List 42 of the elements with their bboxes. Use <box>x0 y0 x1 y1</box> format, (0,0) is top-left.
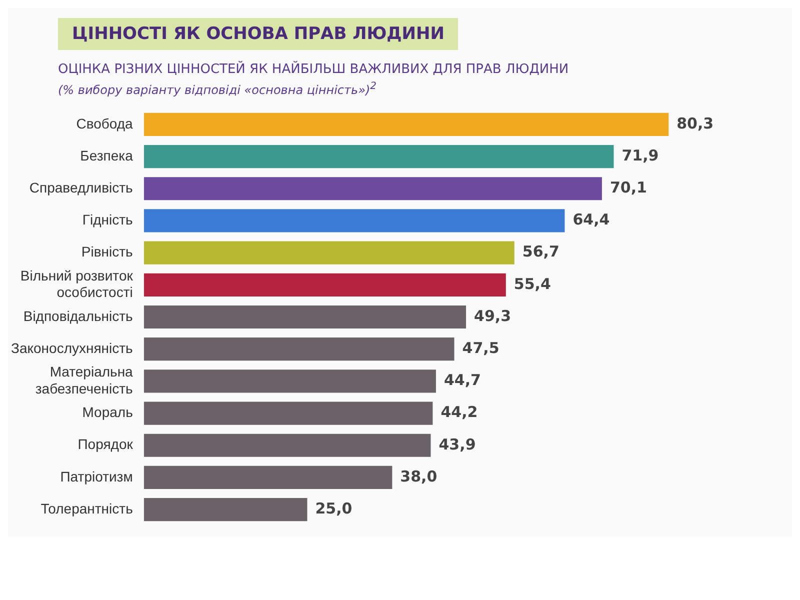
y-tick-label: Матеріальна забезпеченість <box>35 364 134 396</box>
text: (% вибору варіанту відповіді «основна цінність»)$^{2}$ <box>58 81 378 97</box>
y-tick-label: Рівність <box>81 244 133 260</box>
data-label: 64,4 <box>572 210 610 229</box>
bar <box>144 466 392 490</box>
chart-title: ЦІННОСТІ ЯК ОСНОВА ПРАВ ЛЮДИНИ <box>58 18 458 50</box>
y-tick-label: Безпека <box>80 147 134 164</box>
bar <box>144 144 614 168</box>
bar <box>144 498 308 522</box>
bar <box>144 402 433 425</box>
y-tick-label: Патріотизм <box>60 468 133 484</box>
y-tick-label: Порядок <box>78 436 134 452</box>
data-label: 44,7 <box>444 371 481 390</box>
bar <box>144 434 431 457</box>
data-label: 70,1 <box>610 178 647 197</box>
data-label: 47,5 <box>462 338 500 357</box>
data-label: 80,3 <box>676 114 714 132</box>
bar <box>144 112 669 136</box>
bar <box>144 241 514 264</box>
data-label: 49,3 <box>474 306 512 325</box>
data-label: 56,7 <box>522 242 560 261</box>
data-label: 44,2 <box>440 403 478 422</box>
y-tick-label: Справедливість <box>29 179 133 196</box>
y-tick-label: Законослухняність <box>11 340 133 356</box>
data-label: 71,9 <box>622 146 659 164</box>
bar <box>144 209 565 232</box>
bar <box>144 305 466 329</box>
bar <box>144 273 506 296</box>
bar <box>144 177 602 200</box>
data-label: 38,0 <box>400 467 438 486</box>
y-tick-label: Відповідальність <box>23 308 133 324</box>
y-tick-label: Свобода <box>76 115 134 132</box>
data-label: 25,0 <box>315 499 352 518</box>
y-tick-label: Мораль <box>82 404 133 420</box>
data-label: 43,9 <box>438 435 476 454</box>
y-tick-label: Гідність <box>82 212 133 228</box>
y-tick-label: Вільний розвиток особистості <box>20 267 134 300</box>
bar <box>144 338 454 361</box>
y-tick-label: Толерантність <box>40 500 133 516</box>
chart-subtitle: ОЦІНКА РІЗНИХ ЦІННОСТЕЙ ЯК НАЙБІЛЬШ ВАЖЛИВИХ ДЛЯ ПРАВ ЛЮДИНИ <box>58 62 570 77</box>
data-label: 55,4 <box>514 274 551 293</box>
bar <box>144 370 436 393</box>
